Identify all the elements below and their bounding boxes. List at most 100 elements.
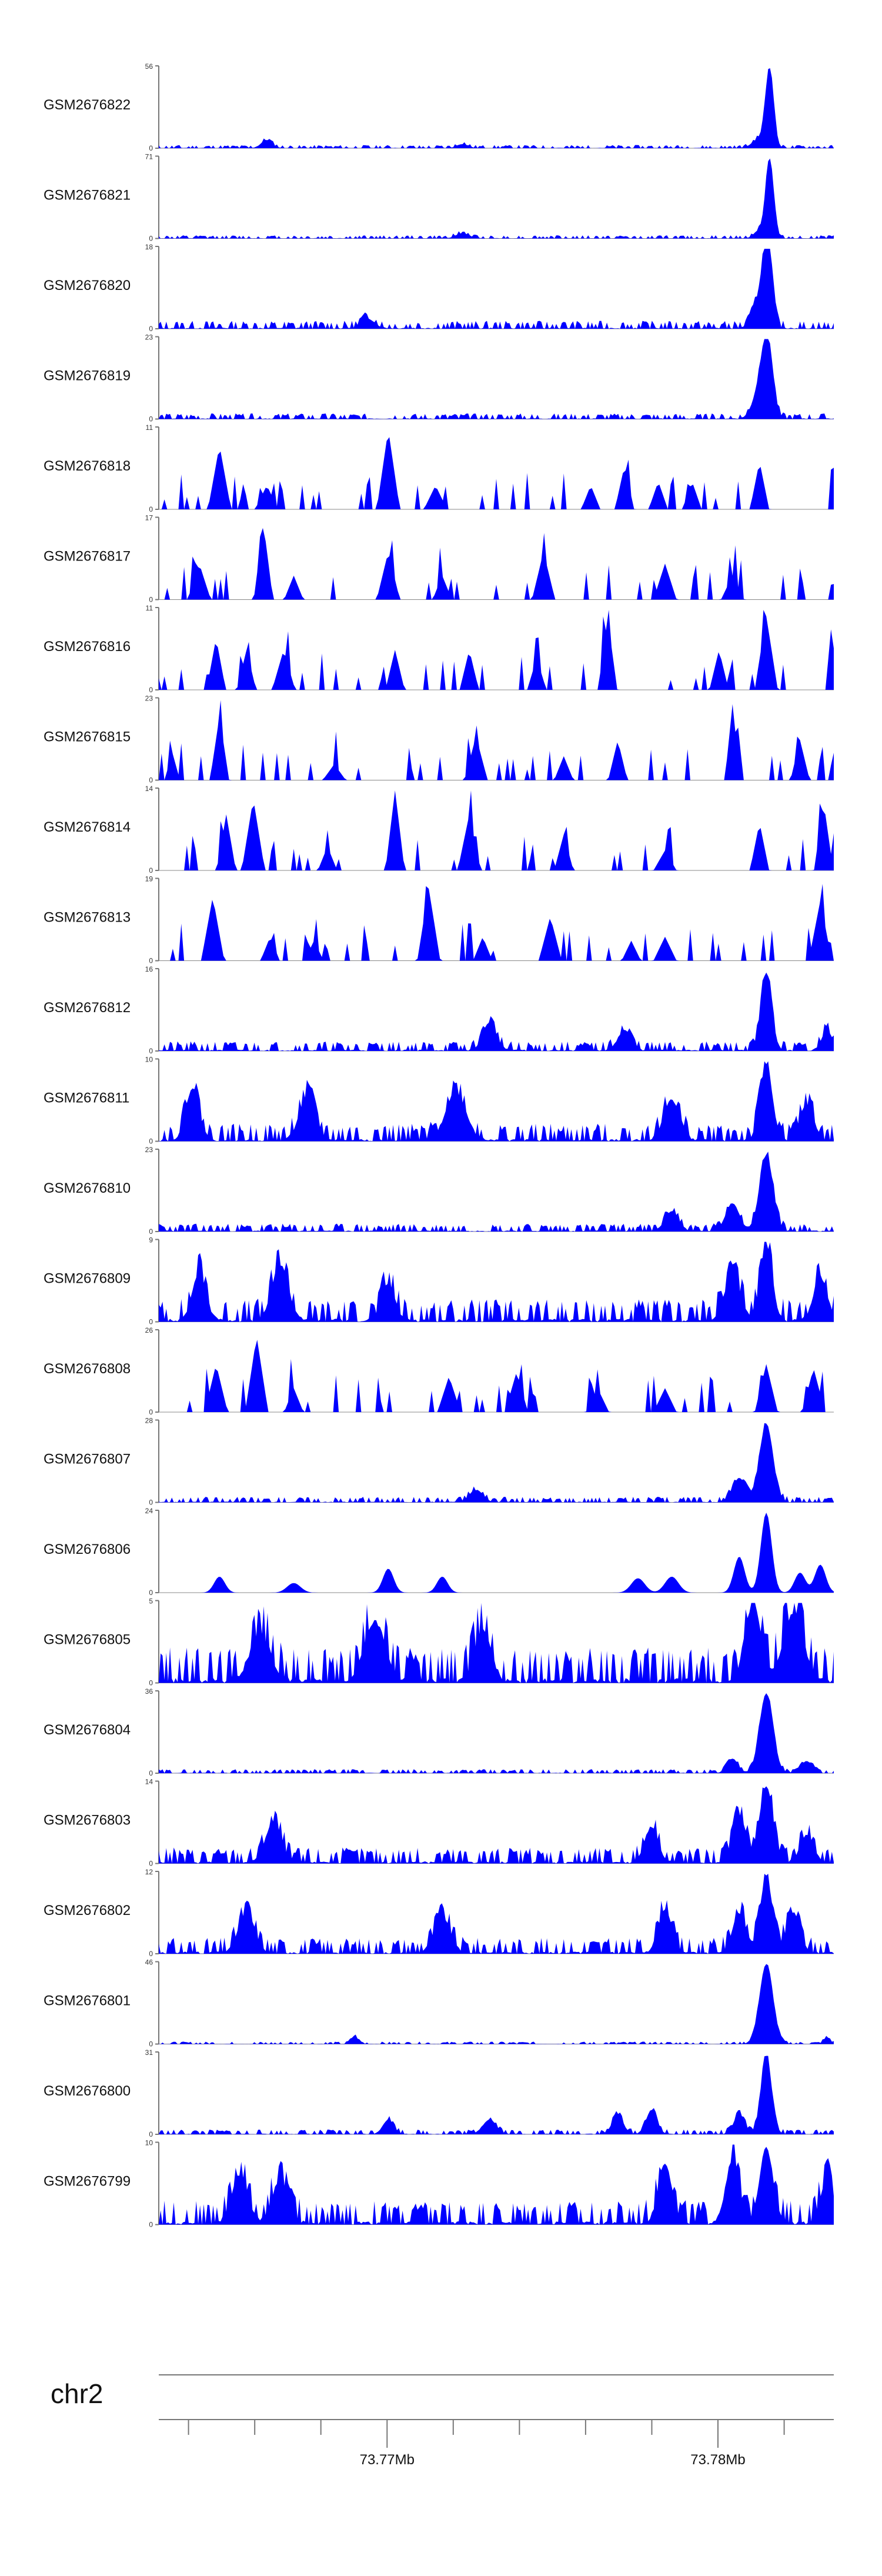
- y-max-label: 24: [145, 1507, 153, 1515]
- y-min-label: 0: [149, 325, 153, 333]
- track-label: GSM2676801: [44, 1993, 131, 2009]
- coverage-track: GSM2676812 16 0: [44, 965, 834, 1055]
- coverage-area: [159, 2144, 834, 2225]
- y-max-label: 19: [145, 875, 153, 883]
- y-min-label: 0: [149, 2221, 153, 2229]
- y-min-label: 0: [149, 776, 153, 785]
- y-min-label: 0: [149, 2040, 153, 2048]
- track-label: GSM2676804: [44, 1722, 131, 1738]
- y-min-label: 0: [149, 1589, 153, 1597]
- coverage-area: [159, 68, 834, 148]
- track-label: GSM2676812: [44, 1000, 131, 1016]
- coverage-area: [159, 884, 834, 961]
- track-label: GSM2676816: [44, 639, 131, 655]
- y-max-label: 17: [145, 514, 153, 522]
- coverage-track: GSM2676807 28 0: [44, 1417, 834, 1507]
- ruler-tick-label: 73.78Mb: [690, 2452, 745, 2468]
- coverage-track: GSM2676813 19 0: [44, 875, 834, 965]
- y-min-label: 0: [149, 2130, 153, 2138]
- track-label: GSM2676813: [44, 910, 131, 926]
- track-label: GSM2676814: [44, 819, 131, 835]
- coverage-tracks: GSM2676822560GSM2676821710GSM2676820180G…: [44, 62, 834, 2229]
- track-label: GSM2676811: [44, 1090, 129, 1106]
- y-max-label: 71: [145, 153, 153, 161]
- coverage-area: [159, 1152, 834, 1232]
- y-max-label: 16: [145, 965, 153, 973]
- y-max-label: 23: [145, 333, 153, 342]
- coverage-area: [159, 610, 834, 690]
- y-min-label: 0: [149, 1679, 153, 1687]
- coverage-area: [159, 1340, 834, 1412]
- y-max-label: 26: [145, 1326, 153, 1334]
- y-max-label: 10: [145, 2139, 153, 2147]
- coverage-area: [159, 437, 834, 509]
- coverage-track: GSM2676803 14 0: [44, 1778, 834, 1868]
- coverage-area: [159, 790, 834, 870]
- coverage-track: GSM2676822 56 0: [44, 62, 834, 152]
- y-min-label: 0: [149, 686, 153, 694]
- y-min-label: 0: [149, 1318, 153, 1326]
- y-max-label: 56: [145, 62, 153, 71]
- coverage-track: GSM2676810 23 0: [44, 1146, 834, 1236]
- coverage-track: GSM2676802 12 0: [44, 1868, 834, 1958]
- track-label: GSM2676810: [44, 1180, 131, 1196]
- coverage-track: GSM2676801 46 0: [44, 1958, 834, 2048]
- track-label: GSM2676819: [44, 368, 131, 384]
- y-max-label: 10: [145, 1056, 153, 1064]
- y-max-label: 36: [145, 1687, 153, 1696]
- coverage-area: [159, 1242, 834, 1322]
- y-min-label: 0: [149, 1408, 153, 1416]
- coverage-area: [159, 972, 834, 1051]
- y-max-label: 23: [145, 1146, 153, 1154]
- y-max-label: 31: [145, 2048, 153, 2057]
- coverage-track: GSM2676817 17 0: [44, 514, 834, 604]
- coverage-track: GSM2676805 5 0: [44, 1597, 834, 1687]
- y-max-label: 18: [145, 243, 153, 251]
- track-label: GSM2676802: [44, 1903, 131, 1918]
- y-min-label: 0: [149, 1499, 153, 1507]
- y-min-label: 0: [149, 1047, 153, 1055]
- ruler-ticks: [188, 2420, 785, 2448]
- coverage-track: GSM2676819 23 0: [44, 333, 834, 423]
- y-min-label: 0: [149, 1769, 153, 1777]
- genome-ruler: chr2 73.77Mb 73.78Mb: [51, 2374, 834, 2468]
- coverage-area: [159, 1964, 834, 2044]
- y-max-label: 14: [145, 785, 153, 793]
- y-min-label: 0: [149, 866, 153, 875]
- coverage-track: GSM2676800 31 0: [44, 2048, 834, 2138]
- y-max-label: 11: [146, 423, 153, 432]
- coverage-track: GSM2676809 9 0: [44, 1236, 834, 1326]
- y-min-label: 0: [149, 1227, 153, 1236]
- coverage-area: [159, 700, 834, 780]
- y-max-label: 11: [146, 604, 153, 612]
- coverage-area: [159, 339, 834, 419]
- coverage-track: GSM2676821 71 0: [44, 153, 834, 243]
- y-max-label: 14: [145, 1778, 153, 1786]
- y-min-label: 0: [149, 1860, 153, 1868]
- y-max-label: 23: [145, 695, 153, 703]
- coverage-area: [159, 1513, 834, 1593]
- coverage-track: GSM2676816 11 0: [44, 604, 834, 694]
- coverage-area: [159, 1603, 834, 1683]
- y-max-label: 5: [149, 1597, 153, 1606]
- ruler-tick-label: 73.77Mb: [360, 2452, 415, 2468]
- chromosome-label: chr2: [51, 2378, 103, 2409]
- track-label: GSM2676822: [44, 97, 131, 113]
- track-label: GSM2676817: [44, 549, 131, 565]
- y-min-label: 0: [149, 144, 153, 152]
- coverage-area: [159, 158, 834, 239]
- coverage-track: GSM2676820 18 0: [44, 243, 834, 333]
- y-min-label: 0: [149, 1950, 153, 1958]
- coverage-track: GSM2676799 10 0: [44, 2139, 834, 2229]
- track-label: GSM2676805: [44, 1632, 131, 1648]
- y-min-label: 0: [149, 235, 153, 243]
- coverage-track: GSM2676808 26 0: [44, 1326, 834, 1416]
- y-min-label: 0: [149, 957, 153, 965]
- track-label: GSM2676815: [44, 729, 131, 745]
- coverage-track: GSM2676811 10 0: [44, 1056, 834, 1146]
- track-label: GSM2676809: [44, 1271, 131, 1287]
- y-min-label: 0: [149, 596, 153, 604]
- coverage-track: GSM2676806 24 0: [44, 1507, 834, 1597]
- coverage-area: [159, 1874, 834, 1954]
- y-min-label: 0: [149, 505, 153, 513]
